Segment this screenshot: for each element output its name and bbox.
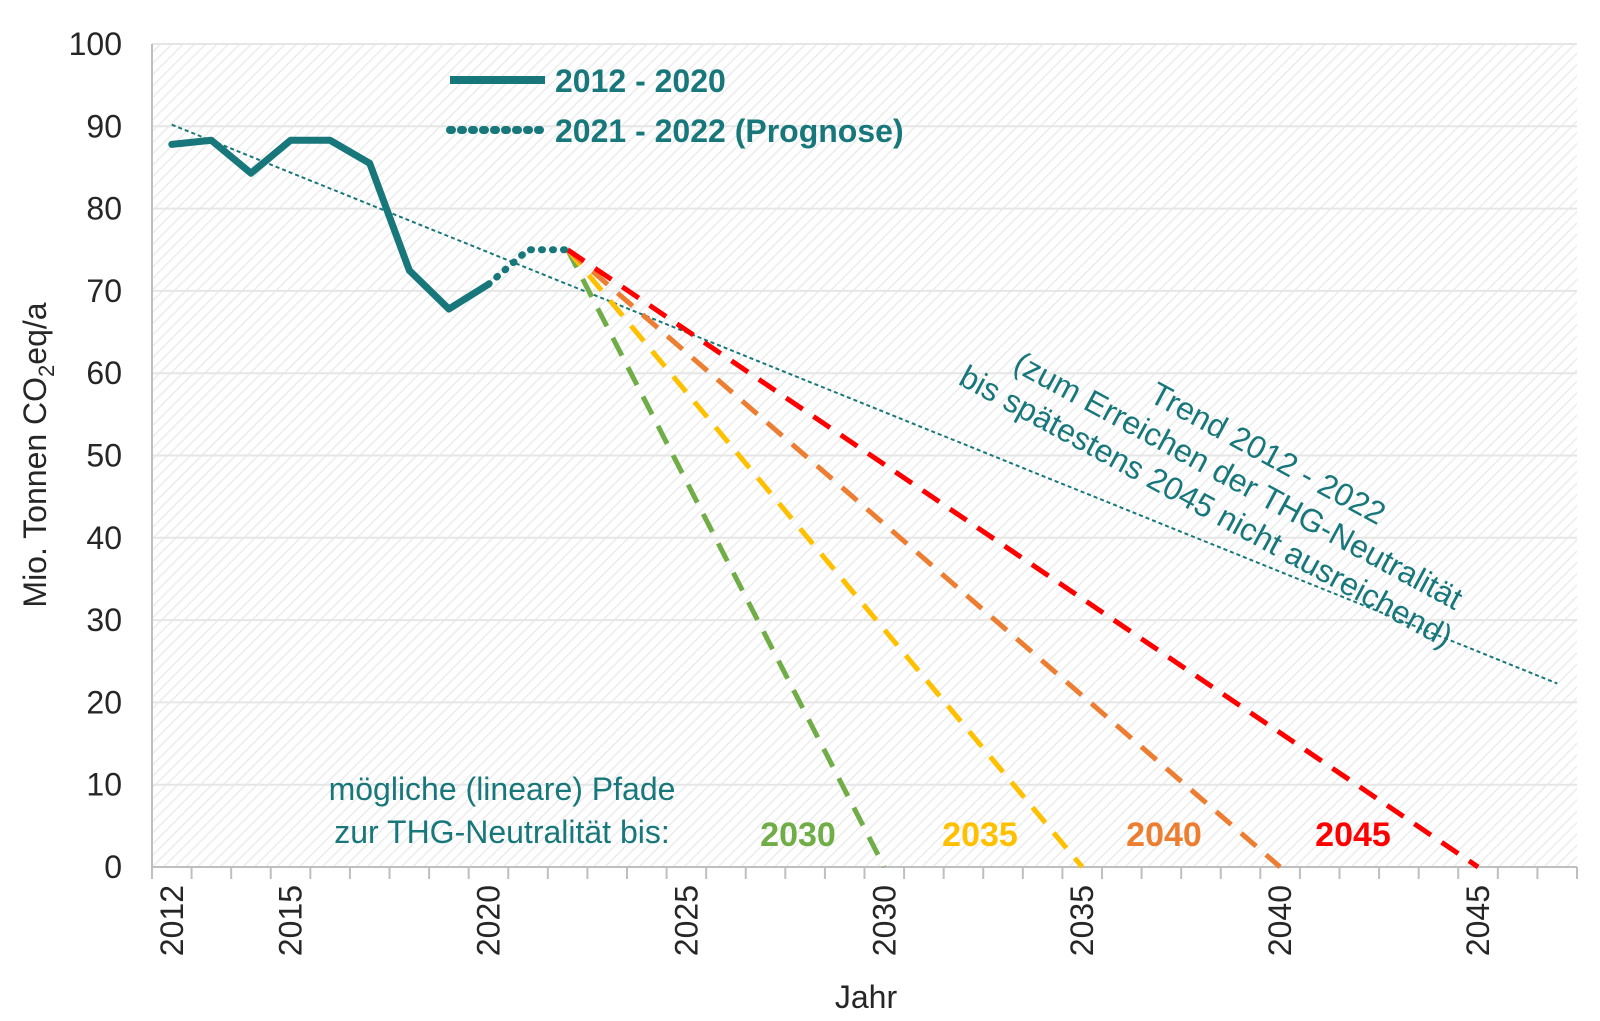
path-line-2045	[566, 247, 1480, 870]
y-tick-labels: 0 10 20 30 40 50 60 70 80 90 100	[69, 26, 122, 885]
x-tick-label-2015: 2015	[273, 885, 309, 956]
y-tick-label-50: 50	[86, 438, 122, 474]
y-tick-label-80: 80	[86, 191, 122, 227]
y-tick-label-30: 30	[86, 602, 122, 638]
y-tick-label-70: 70	[86, 273, 122, 309]
y-tick-label-40: 40	[86, 520, 122, 556]
path-label-2040: 2040	[1126, 816, 1202, 854]
series-line-history	[168, 136, 492, 313]
x-tick-label-2012: 2012	[154, 885, 190, 956]
path-line-2030	[565, 248, 887, 869]
axes	[151, 44, 1578, 879]
legend-label-history: 2012 - 2020	[555, 63, 726, 99]
x-axis-title: Jahr	[835, 979, 898, 1015]
y-axis-title: Mio. Tonnen CO2eq/a	[17, 302, 59, 607]
path-labels: 2030 2035 2040 2045	[760, 816, 1391, 854]
y-tick-label-20: 20	[86, 684, 122, 720]
path-line-2040	[565, 247, 1282, 869]
x-tick-label-2025: 2025	[668, 885, 704, 956]
legend: 2012 - 2020 2021 - 2022 (Prognose)	[446, 63, 904, 149]
path-label-2045: 2045	[1315, 816, 1391, 854]
x-tick-label-2045: 2045	[1460, 885, 1496, 956]
path-line-2035	[565, 248, 1085, 869]
paths-caption-line-2: zur THG-Neutralität bis:	[334, 814, 670, 850]
y-axis-title-main: Mio. Tonnen CO	[17, 377, 53, 608]
y-axis-title-end: eq/a	[17, 302, 53, 364]
paths-caption-line-1: mögliche (lineare) Pfade	[329, 771, 676, 807]
y-tick-label-10: 10	[86, 767, 122, 803]
trend-layer	[171, 123, 1558, 685]
y-axis-title-sub: 2	[34, 365, 59, 377]
x-tick-label-2035: 2035	[1064, 885, 1100, 956]
x-tick-label-2040: 2040	[1262, 885, 1298, 956]
legend-label-forecast: 2021 - 2022 (Prognose)	[555, 113, 904, 149]
x-tick-label-2030: 2030	[866, 885, 902, 956]
x-tick-label-2020: 2020	[470, 885, 506, 956]
series-line-forecast	[484, 246, 572, 288]
paths-layer	[565, 247, 1480, 870]
trend-line	[171, 123, 1558, 685]
path-label-2035: 2035	[942, 816, 1018, 854]
y-tick-label-90: 90	[86, 108, 122, 144]
y-tick-label-0: 0	[104, 849, 122, 885]
y-tick-label-60: 60	[86, 355, 122, 391]
x-tick-labels: 2012 2015 2020 2025 2030 2035 2040 2045	[154, 885, 1496, 956]
path-label-2030: 2030	[760, 816, 836, 854]
paths-caption: mögliche (lineare) Pfade zur THG-Neutral…	[329, 771, 676, 850]
y-tick-label-100: 100	[69, 26, 122, 62]
series-layer	[168, 136, 572, 313]
